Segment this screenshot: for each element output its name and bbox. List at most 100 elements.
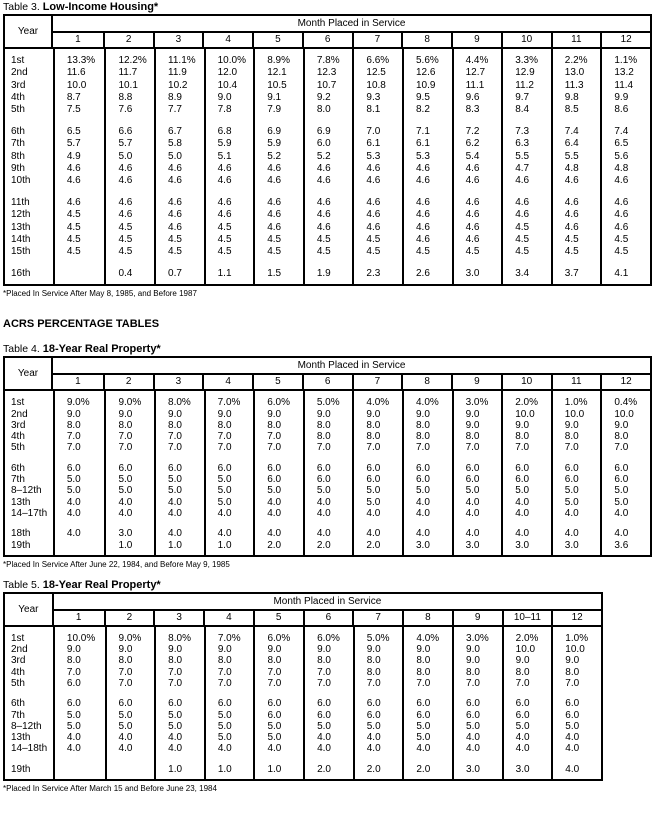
row-group-spacer	[305, 689, 353, 698]
percentage-cell: 10.0	[564, 408, 585, 420]
percentage-cell: 11.7	[118, 67, 138, 79]
percentage-cell: 4.0	[217, 743, 232, 755]
month-column: 12.2% 11.7 10.1 8.8 7.6 6.6 5.7 5.0 4.6 4.6 4.6 4.6…	[104, 49, 154, 285]
percentage-cell: 5.0	[217, 485, 232, 497]
percentage-cell: 9.0	[118, 408, 133, 420]
percentage-cell: 4.6	[168, 175, 182, 186]
row-group-spacer	[5, 755, 53, 764]
percentage-cell: 4.0	[366, 507, 381, 519]
month-column-header: 3	[152, 33, 203, 47]
percentage-cell: 4.0	[515, 496, 530, 508]
month-column: 4.0% 9.0 8.0 8.0 7.0 6.0 6.0 5.0 5.0 4.0 4.0 2.0	[352, 391, 402, 555]
year-label: 9th	[11, 162, 25, 174]
percentage-cell: 4.6	[416, 233, 430, 245]
year-label: 13th	[11, 732, 31, 744]
row-group-spacer	[553, 187, 601, 197]
percentage-cell: 2.0	[366, 539, 381, 551]
row-group-spacer	[602, 258, 650, 268]
percentage-cell: 5.0	[168, 485, 182, 497]
month-column-header: 5	[252, 33, 302, 47]
percentage-cell: 5.0	[168, 720, 183, 732]
percentage-cell: 9.0	[515, 655, 530, 667]
percentage-cell: 4.6	[564, 175, 579, 186]
percentage-cell: 8.0	[466, 666, 480, 678]
percentage-cell: 10.4	[217, 79, 238, 91]
row-group-spacer	[503, 258, 551, 268]
percentage-cell: 12.2%	[118, 55, 147, 66]
row-group-spacer	[55, 454, 105, 463]
table-5-18-year-real-property: Year Month Placed in Service 1 2 3 4 5 6 7 8 9 10–1…	[3, 591, 603, 782]
percentage-cell: 9.3	[366, 91, 381, 103]
year-label: 6th	[11, 126, 25, 137]
row-group-spacer	[5, 519, 53, 528]
percentage-cell: 5.0	[267, 732, 282, 744]
percentage-cell: 7.3	[515, 126, 530, 137]
percentage-cell: 9.0	[366, 408, 381, 420]
percentage-cell: 4.0	[614, 507, 629, 519]
year-label: 4th	[11, 91, 25, 103]
percentage-cell: 8.0	[217, 655, 232, 667]
table-4-name: 18-Year Real Property*	[42, 343, 161, 356]
percentage-cell: 1.1	[217, 268, 232, 279]
percentage-cell: 9.0%	[118, 632, 142, 644]
percentage-cell: 4.6	[465, 233, 480, 245]
document-page: Table 3. Low-Income Housing* Year Month P…	[3, 1, 652, 793]
percentage-cell: 8.0	[316, 431, 331, 443]
percentage-cell: 8.0	[366, 431, 381, 443]
percentage-cell: 8.5	[564, 104, 579, 115]
percentage-cell: 6.0	[515, 474, 530, 486]
percentage-cell: 8.0	[565, 666, 580, 678]
row-group-spacer	[305, 258, 353, 268]
percentage-cell: 7.5	[66, 104, 81, 115]
percentage-cell: 7.6	[118, 104, 133, 115]
percentage-cell: 6.3	[515, 138, 530, 150]
percentage-cell: 4.6	[416, 197, 430, 208]
percentage-cell: 5.0	[66, 485, 81, 497]
percentage-cell: 4.0	[118, 507, 133, 519]
month-column-header: 1	[75, 34, 81, 45]
row-group-spacer	[5, 689, 53, 698]
percentage-cell: 7.0	[416, 678, 431, 689]
percentage-cell: 4.0	[267, 528, 282, 540]
row-group-spacer	[206, 116, 254, 126]
month-column-header: 5	[252, 610, 303, 625]
percentage-cell: 6.0	[564, 462, 579, 474]
percentage-cell: 8.2	[416, 104, 430, 115]
percentage-cell: 3.0	[465, 539, 480, 551]
percentage-cell: 6.0	[565, 709, 580, 721]
percentage-cell: 4.8	[614, 162, 629, 174]
percentage-cell: 8.0	[366, 655, 381, 667]
month-header: Month Placed in Service	[53, 16, 650, 33]
row-group-spacer	[503, 454, 551, 463]
percentage-cell: 8.0	[267, 655, 282, 667]
percentage-cell: 10.1	[118, 79, 138, 91]
percentage-cell: 7.0	[317, 678, 331, 689]
percentage-cell: 10.0	[565, 644, 585, 656]
table-body: 1st 2nd 3rd 4th 5th 6th 7th 8th 9th 10th 11th 12th 1…	[5, 49, 650, 285]
percentage-cell: 4.0	[267, 743, 282, 755]
percentage-cell: 4.0	[366, 743, 381, 755]
percentage-cell: 8.0	[416, 666, 431, 678]
percentage-cell: 4.6	[614, 197, 629, 208]
percentage-cell: 4.5	[118, 246, 133, 257]
percentage-cell: 7.0	[66, 431, 81, 443]
percentage-cell: 11.4	[614, 79, 634, 91]
percentage-cell: 8.7	[66, 91, 81, 103]
percentage-cell: 10.8	[366, 79, 386, 91]
row-group-spacer	[355, 755, 403, 764]
percentage-cell: 2.0	[366, 763, 381, 775]
table-header: Year Month Placed in Service 1 2 3 4 5 6 7 8 9 10 11…	[5, 358, 650, 392]
row-group-spacer	[504, 689, 552, 698]
percentage-cell: 8.4	[515, 104, 530, 115]
percentage-cell: 5.0	[118, 485, 133, 497]
year-label: 6th	[11, 462, 25, 474]
percentage-cell: 6.5	[66, 126, 81, 137]
percentage-cell: 9.0	[466, 655, 480, 667]
percentage-cell: 9.7	[515, 91, 530, 103]
row-group-spacer	[305, 454, 353, 463]
month-column: 3.3% 12.9 11.2 9.7 8.4 7.3 6.3 5.5 4.7 4.6 4.6 4.6 4…	[501, 49, 551, 285]
percentage-cell: 4.0	[66, 732, 81, 744]
percentage-cell: 5.8	[168, 138, 182, 150]
row-group-spacer	[404, 755, 452, 764]
percentage-cell: 4.6	[465, 209, 480, 221]
